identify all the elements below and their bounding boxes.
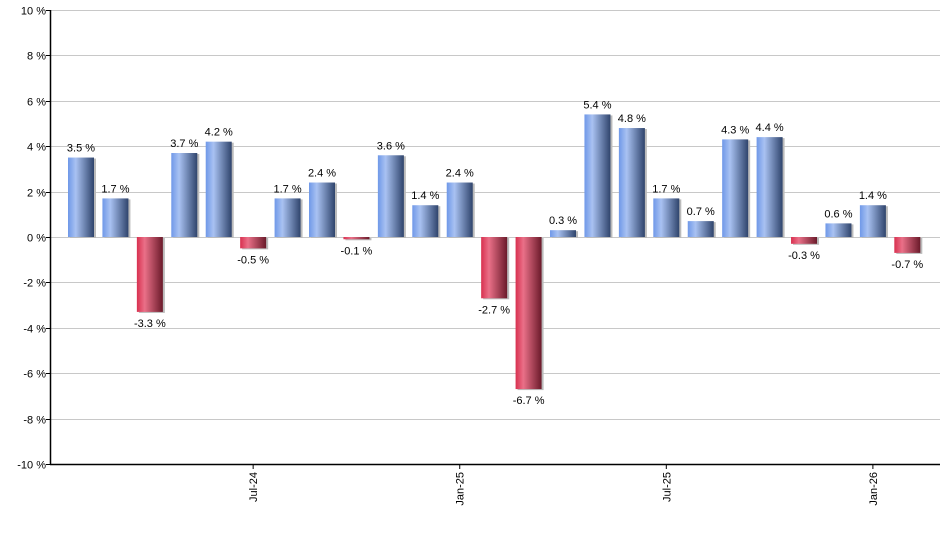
bar-Nov-24 — [377, 155, 404, 237]
bar-Jul-25 — [653, 198, 680, 237]
data-label: 4.8 % — [618, 113, 646, 125]
data-label: 5.4 % — [583, 99, 611, 111]
bar-Nov-25 — [791, 237, 818, 244]
bar-Dec-24 — [412, 205, 439, 237]
bar-Mar-25 — [515, 237, 542, 390]
y-tick-label: 2 % — [27, 188, 46, 200]
data-label: -6.7 % — [513, 395, 545, 407]
data-label: 1.7 % — [274, 183, 302, 195]
data-label: 2.4 % — [446, 168, 474, 180]
data-label: 1.7 % — [101, 183, 129, 195]
data-label: -0.3 % — [788, 250, 820, 262]
x-tick-label: Jan-25 — [455, 472, 467, 506]
data-label: 4.3 % — [721, 124, 749, 136]
bar-Aug-24 — [274, 198, 301, 237]
y-tick-label: -4 % — [23, 324, 46, 336]
y-tick-label: 8 % — [27, 51, 46, 63]
bar-Sep-25 — [722, 139, 749, 237]
y-tick-label: -2 % — [23, 278, 46, 290]
bar-Mar-24 — [102, 198, 129, 237]
y-tick-label: 10 % — [21, 6, 46, 18]
data-label: -0.7 % — [891, 259, 923, 271]
y-tick-label: -10 % — [17, 460, 46, 472]
data-labels: 3.5 % 1.7 % -3.3 % 3.7 % 4.2 % -0.5 % 1.7 % 2.4… — [67, 99, 924, 407]
bars — [68, 114, 923, 391]
bar-Aug-25 — [687, 221, 714, 237]
data-label: 4.2 % — [205, 127, 233, 139]
data-label: 4.4 % — [756, 122, 784, 134]
y-tick-label: 6 % — [27, 97, 46, 109]
bar-Dec-25 — [825, 223, 852, 237]
bar-Oct-25 — [756, 137, 783, 237]
bar-May-25 — [584, 114, 611, 237]
x-tick-label: Jul-25 — [661, 472, 673, 502]
data-label: 0.6 % — [824, 208, 852, 220]
data-label: 1.7 % — [652, 183, 680, 195]
bar-Jan-26 — [859, 205, 886, 237]
data-label: 3.5 % — [67, 143, 95, 155]
y-tick-label: 0 % — [27, 233, 46, 245]
x-tick-label: Jan-26 — [868, 472, 880, 506]
bar-Feb-24 — [68, 157, 94, 237]
bar-Jun-24 — [205, 141, 232, 237]
y-tick-label: 4 % — [27, 142, 46, 154]
data-label: -2.7 % — [478, 304, 510, 316]
data-label: 0.3 % — [549, 215, 577, 227]
data-label: 2.4 % — [308, 168, 336, 180]
data-label: -3.3 % — [134, 318, 166, 330]
bar-Apr-25 — [550, 230, 577, 237]
bar-Feb-26 — [894, 237, 921, 253]
bar-Oct-24 — [343, 237, 370, 240]
bar-Feb-25 — [481, 237, 508, 299]
data-label: -0.1 % — [341, 245, 373, 257]
bar-Sep-24 — [309, 182, 336, 237]
y-tick-label: -6 % — [23, 369, 46, 381]
bar-Apr-24 — [136, 237, 163, 312]
bar-Jun-25 — [618, 128, 645, 237]
data-label: 3.7 % — [170, 138, 198, 150]
bar-Jan-25 — [446, 182, 473, 237]
data-label: -0.5 % — [237, 254, 269, 266]
x-tick-label: Jul-24 — [248, 472, 260, 502]
data-label: 1.4 % — [859, 190, 887, 202]
data-label: 0.7 % — [687, 206, 715, 218]
bar-May-24 — [171, 153, 198, 237]
y-tick-label: -8 % — [23, 415, 46, 427]
bar-Jul-24 — [240, 237, 267, 249]
data-label: 3.6 % — [377, 140, 405, 152]
axes: 10 % 8 % 6 % 4 % 2 % 0 % -2 % -4 % -6 % -8 % -10 %… — [17, 6, 940, 506]
data-label: 1.4 % — [411, 190, 439, 202]
